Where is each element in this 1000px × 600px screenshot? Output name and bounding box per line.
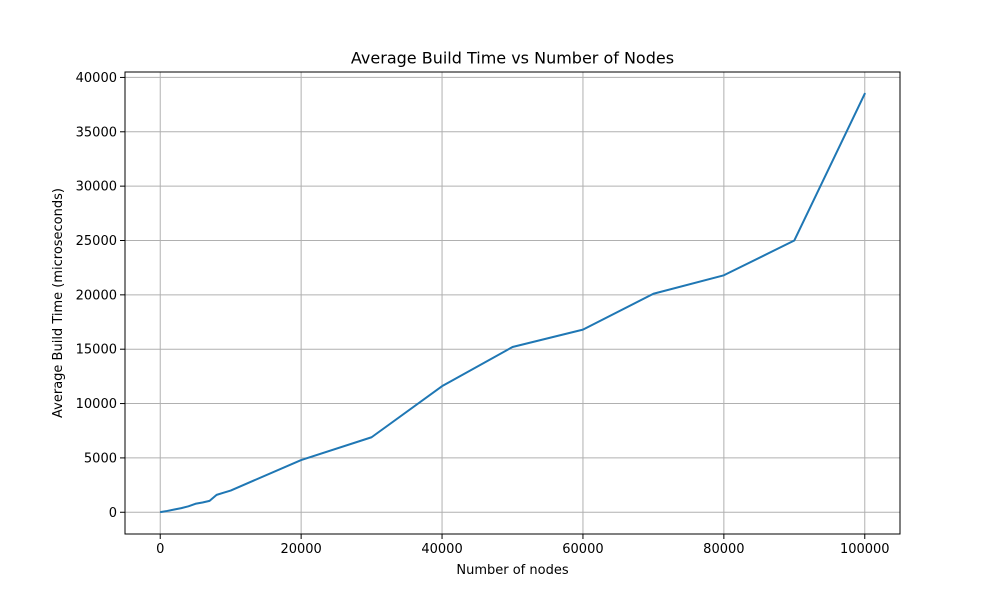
y-tick-label: 5000 <box>84 451 117 466</box>
y-tick-label: 20000 <box>76 288 117 303</box>
grid <box>125 72 900 534</box>
x-tick-label: 20000 <box>280 542 321 557</box>
chart-title: Average Build Time vs Number of Nodes <box>351 49 674 68</box>
x-axis-ticks: 0 20000 40000 60000 80000 100000 <box>156 534 890 557</box>
y-axis-label: Average Build Time (microseconds) <box>51 188 66 418</box>
y-tick-label: 25000 <box>76 234 117 249</box>
x-tick-label: 0 <box>156 542 164 557</box>
y-tick-label: 30000 <box>76 180 117 195</box>
series-layer <box>159 92 866 514</box>
y-tick-label: 0 <box>109 506 117 521</box>
x-axis-label: Number of nodes <box>456 563 568 578</box>
y-tick-label: 10000 <box>76 397 117 412</box>
x-tick-label: 80000 <box>703 542 744 557</box>
y-axis-ticks: 0 5000 10000 15000 20000 25000 30000 35000 40000 <box>76 71 125 521</box>
y-tick-label: 15000 <box>76 343 117 358</box>
y-tick-label: 35000 <box>76 125 117 140</box>
plot-frame <box>124 71 901 535</box>
x-tick-label: 60000 <box>562 542 603 557</box>
series-line <box>159 92 866 514</box>
y-tick-label: 40000 <box>76 71 117 86</box>
x-tick-label: 100000 <box>840 542 890 557</box>
x-tick-label: 40000 <box>421 542 462 557</box>
